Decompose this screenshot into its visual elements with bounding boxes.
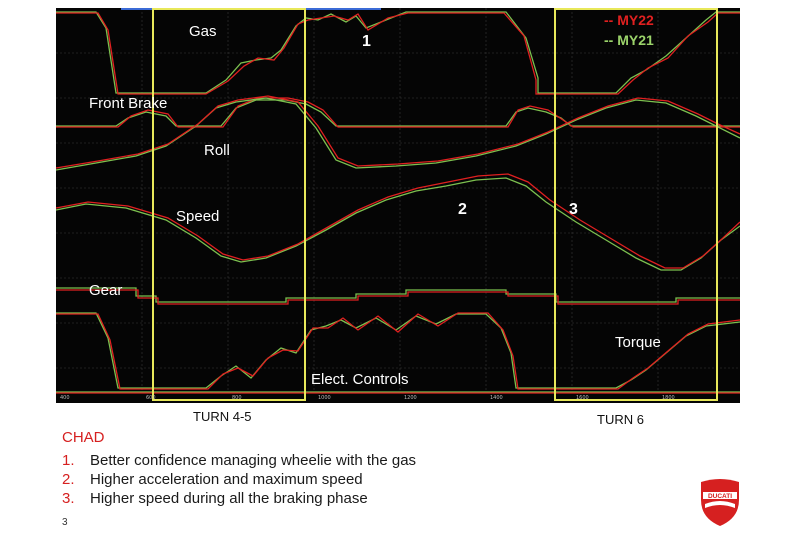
note-number: 3. — [62, 490, 75, 507]
annotation-1: 1 — [362, 33, 371, 50]
turn-4-5-label: TURN 4-5 — [193, 409, 252, 424]
elect-controls-trace — [56, 391, 740, 394]
torque-trace — [56, 312, 740, 390]
channel-label-torque: Torque — [615, 334, 661, 351]
telemetry-chart: Gas Front Brake Roll Speed Gear Torque E… — [56, 8, 740, 403]
x-tick: 1600 — [576, 395, 589, 401]
speed-trace — [56, 173, 740, 271]
channel-label-front-brake: Front Brake — [89, 95, 167, 112]
note-item: 1. Better confidence managing wheelie wit… — [62, 452, 416, 469]
x-tick: 600 — [146, 395, 156, 401]
note-text: Better confidence managing wheelie with … — [90, 452, 417, 469]
x-tick: 1000 — [318, 395, 331, 401]
gear-trace — [56, 287, 740, 305]
x-tick: 1800 — [662, 395, 675, 401]
svg-text:DUCATI: DUCATI — [708, 493, 732, 500]
x-ticks: 400 600 800 1000 1200 1400 1600 1800 — [60, 395, 675, 401]
legend-my21: -- MY21 — [604, 32, 654, 48]
highlight-turn-6 — [554, 8, 718, 401]
x-tick: 800 — [232, 395, 242, 401]
note-number: 2. — [62, 471, 75, 488]
turn-6-label: TURN 6 — [597, 412, 644, 427]
grid — [56, 8, 740, 393]
channel-label-speed: Speed — [176, 208, 219, 225]
highlight-turn-4-5 — [152, 8, 306, 401]
note-number: 1. — [62, 452, 75, 469]
roll-trace — [56, 95, 740, 171]
note-item: 2. Higher acceleration and maximum speed — [62, 471, 363, 488]
page-number: 3 — [62, 517, 68, 528]
note-item: 3. Higher speed during all the braking ph… — [62, 490, 368, 507]
channel-label-gear: Gear — [89, 282, 122, 299]
channel-label-gas: Gas — [189, 23, 217, 40]
legend-my22: -- MY22 — [604, 12, 654, 28]
notes-title: CHAD — [62, 429, 105, 446]
x-tick: 1200 — [404, 395, 417, 401]
note-text: Higher acceleration and maximum speed — [90, 471, 363, 488]
annotation-3: 3 — [569, 201, 578, 218]
note-text: Higher speed during all the braking phas… — [90, 490, 368, 507]
channel-label-roll: Roll — [204, 142, 230, 159]
x-tick: 1400 — [490, 395, 503, 401]
ducati-logo: DUCATI — [701, 479, 739, 526]
annotation-2: 2 — [458, 201, 467, 218]
gas-trace — [56, 11, 740, 95]
channel-label-elect-controls: Elect. Controls — [311, 371, 409, 388]
x-tick: 400 — [60, 395, 70, 401]
